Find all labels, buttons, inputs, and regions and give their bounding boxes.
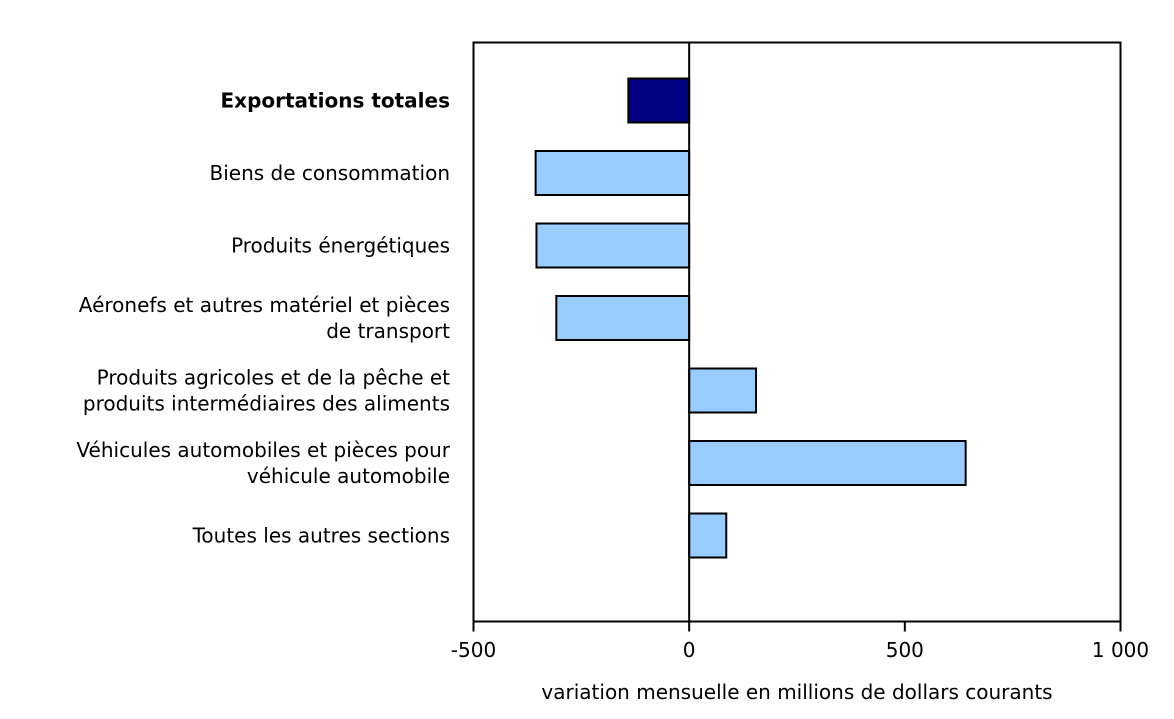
category-label: Aéronefs et autres matériel et pièces xyxy=(79,293,450,317)
bar-5 xyxy=(688,440,967,486)
bar-0 xyxy=(627,77,691,124)
category-label: Toutes les autres sections xyxy=(192,524,450,548)
bar-4 xyxy=(688,367,758,414)
category-label: Produits énergétiques xyxy=(231,234,450,258)
bar-2 xyxy=(535,222,691,269)
category-label: Produits agricoles et de la pêche et xyxy=(97,366,451,390)
x-axis-label: variation mensuelle en millions de dolla… xyxy=(541,680,1052,704)
x-tick-label: 0 xyxy=(683,638,696,662)
category-label: Véhicules automobiles et pièces pour xyxy=(76,438,450,462)
x-tick-label: 500 xyxy=(886,638,924,662)
category-label: de transport xyxy=(326,319,450,343)
category-label: Exportations totales xyxy=(221,89,450,113)
category-label: véhicule automobile xyxy=(247,464,450,488)
category-label: Biens de consommation xyxy=(210,161,451,185)
plot-frame xyxy=(472,41,1122,623)
x-tick-label: -500 xyxy=(451,638,496,662)
bar-1 xyxy=(534,150,691,196)
category-label: produits intermédiaires des aliments xyxy=(83,392,450,416)
bar-3 xyxy=(555,295,691,341)
x-tick-label: 1 000 xyxy=(1092,638,1149,662)
bar-6 xyxy=(688,512,728,559)
